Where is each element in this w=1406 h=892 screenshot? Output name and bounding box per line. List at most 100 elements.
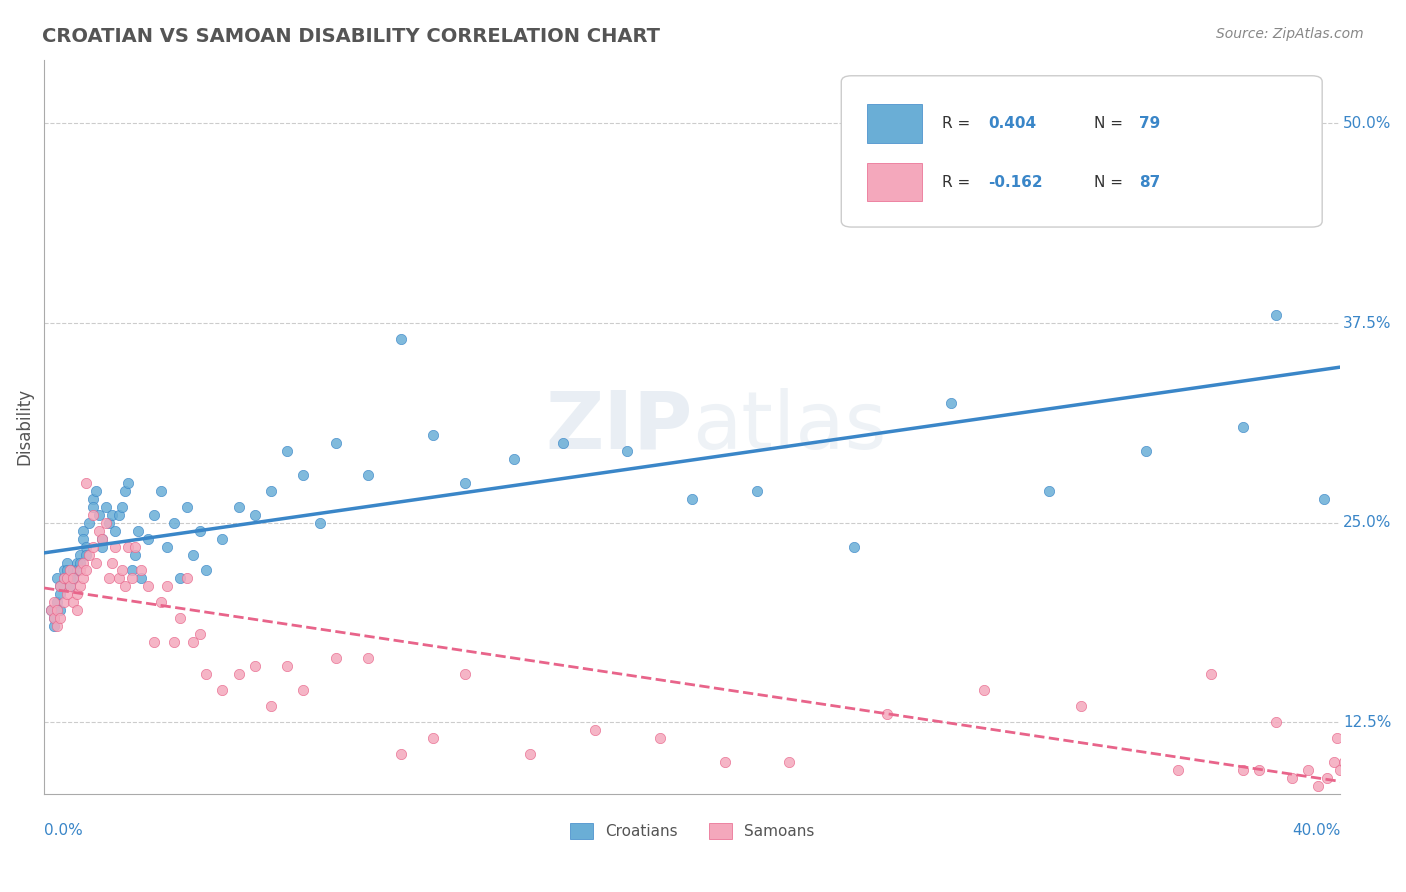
Point bbox=[156, 540, 179, 554]
Point bbox=[42, 595, 65, 609]
Point bbox=[52, 595, 75, 609]
Text: N =: N = bbox=[1094, 116, 1128, 131]
Point bbox=[72, 532, 94, 546]
Point bbox=[72, 556, 94, 570]
Text: R =: R = bbox=[942, 116, 976, 131]
Point bbox=[59, 564, 82, 578]
Point bbox=[1339, 771, 1361, 785]
Point bbox=[169, 611, 191, 625]
Point bbox=[62, 564, 84, 578]
Point bbox=[1343, 763, 1365, 777]
Point bbox=[181, 635, 204, 649]
Point bbox=[1333, 755, 1355, 769]
Point bbox=[46, 603, 69, 617]
Point bbox=[94, 500, 117, 514]
Point bbox=[357, 467, 380, 482]
Point bbox=[503, 451, 526, 466]
Point bbox=[84, 556, 107, 570]
Point bbox=[56, 564, 79, 578]
Point bbox=[195, 667, 218, 681]
Point bbox=[75, 540, 97, 554]
Point bbox=[422, 427, 444, 442]
Point bbox=[46, 619, 69, 633]
Text: N =: N = bbox=[1094, 175, 1128, 190]
Point bbox=[1167, 763, 1189, 777]
Text: 79: 79 bbox=[1139, 116, 1161, 131]
Point bbox=[59, 579, 82, 593]
Point bbox=[519, 747, 541, 761]
Point bbox=[59, 579, 82, 593]
Point bbox=[94, 516, 117, 530]
Text: 50.0%: 50.0% bbox=[1343, 116, 1392, 131]
Point bbox=[56, 572, 79, 586]
Point bbox=[107, 572, 129, 586]
Point bbox=[136, 579, 159, 593]
Point bbox=[325, 435, 347, 450]
Point bbox=[82, 540, 104, 554]
Point bbox=[260, 699, 283, 714]
Point bbox=[111, 564, 134, 578]
Point bbox=[1070, 699, 1092, 714]
Point bbox=[308, 516, 330, 530]
Point bbox=[89, 508, 111, 522]
Point bbox=[49, 603, 72, 617]
Point bbox=[42, 611, 65, 625]
Point bbox=[52, 572, 75, 586]
Point bbox=[143, 635, 166, 649]
Point bbox=[69, 579, 91, 593]
Point bbox=[39, 603, 62, 617]
Point bbox=[75, 548, 97, 562]
Point bbox=[82, 508, 104, 522]
Point bbox=[62, 572, 84, 586]
Point bbox=[169, 572, 191, 586]
Point bbox=[745, 483, 768, 498]
Point bbox=[778, 755, 800, 769]
Point bbox=[276, 659, 298, 673]
Legend: Croatians, Samoans: Croatians, Samoans bbox=[564, 817, 820, 845]
Point bbox=[681, 491, 703, 506]
Text: 12.5%: 12.5% bbox=[1343, 714, 1392, 730]
Point bbox=[1264, 308, 1286, 322]
Text: Source: ZipAtlas.com: Source: ZipAtlas.com bbox=[1216, 27, 1364, 41]
Point bbox=[616, 443, 638, 458]
Point bbox=[1316, 771, 1339, 785]
Point bbox=[260, 483, 283, 498]
Point bbox=[228, 667, 250, 681]
Text: R =: R = bbox=[942, 175, 976, 190]
Point bbox=[1336, 779, 1358, 793]
Point bbox=[65, 564, 87, 578]
Point bbox=[121, 564, 143, 578]
Point bbox=[114, 579, 136, 593]
Point bbox=[42, 611, 65, 625]
Point bbox=[1135, 443, 1157, 458]
Point bbox=[454, 475, 477, 490]
Text: 0.0%: 0.0% bbox=[44, 823, 83, 838]
Point bbox=[1329, 763, 1351, 777]
Point bbox=[62, 572, 84, 586]
Point bbox=[75, 475, 97, 490]
Point bbox=[1232, 419, 1254, 434]
Point bbox=[56, 572, 79, 586]
Point bbox=[65, 556, 87, 570]
Point bbox=[292, 683, 315, 698]
Point bbox=[89, 524, 111, 538]
Point bbox=[104, 540, 127, 554]
Point bbox=[97, 572, 120, 586]
Text: -0.162: -0.162 bbox=[988, 175, 1042, 190]
Point bbox=[713, 755, 735, 769]
Point bbox=[72, 572, 94, 586]
Point bbox=[292, 467, 315, 482]
Point bbox=[52, 564, 75, 578]
Point bbox=[46, 572, 69, 586]
Point bbox=[114, 483, 136, 498]
Point bbox=[56, 556, 79, 570]
FancyBboxPatch shape bbox=[841, 76, 1322, 227]
Point bbox=[648, 731, 671, 746]
Point bbox=[211, 683, 233, 698]
Point bbox=[101, 556, 124, 570]
Text: atlas: atlas bbox=[692, 388, 887, 466]
Point bbox=[121, 572, 143, 586]
Point bbox=[56, 587, 79, 601]
Point bbox=[62, 595, 84, 609]
Point bbox=[1313, 491, 1336, 506]
